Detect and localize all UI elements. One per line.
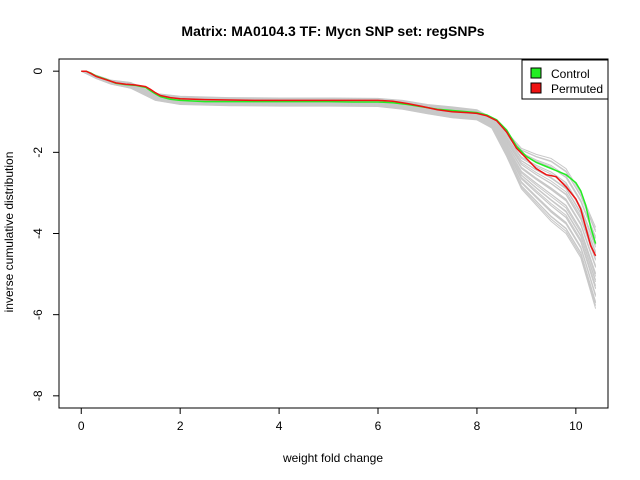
x-tick-label: 2	[177, 419, 184, 433]
y-tick-label: -6	[31, 309, 45, 320]
y-axis: 0 -2 -4 -6 -8	[31, 68, 60, 401]
x-tick-label: 8	[474, 419, 481, 433]
x-tick-label: 4	[276, 419, 283, 433]
x-tick-label: 6	[375, 419, 382, 433]
x-tick-label: 10	[569, 419, 583, 433]
chart-title: Matrix: MA0104.3 TF: Mycn SNP set: regSN…	[181, 23, 484, 39]
y-tick-label: -8	[31, 390, 45, 401]
permutation-line	[81, 70, 597, 309]
x-axis-label: weight fold change	[282, 451, 383, 465]
legend-label-permuted: Permuted	[551, 82, 603, 96]
legend: Control Permuted	[521, 59, 609, 100]
series-lines	[81, 70, 597, 257]
series-line-permuted	[81, 70, 597, 257]
y-axis-label: inverse cumulative distribution	[2, 152, 16, 313]
y-tick-label: -4	[31, 228, 45, 239]
y-tick-label: 0	[31, 68, 45, 75]
x-tick-label: 0	[78, 419, 85, 433]
permutation-band	[81, 70, 597, 309]
legend-swatch-control	[530, 67, 542, 79]
x-axis: 0 2 4 6 8 10	[78, 407, 583, 433]
legend-swatch-permuted	[530, 82, 542, 94]
y-tick-label: -2	[31, 147, 45, 158]
plot-frame	[58, 58, 609, 409]
legend-label-control: Control	[551, 67, 590, 81]
